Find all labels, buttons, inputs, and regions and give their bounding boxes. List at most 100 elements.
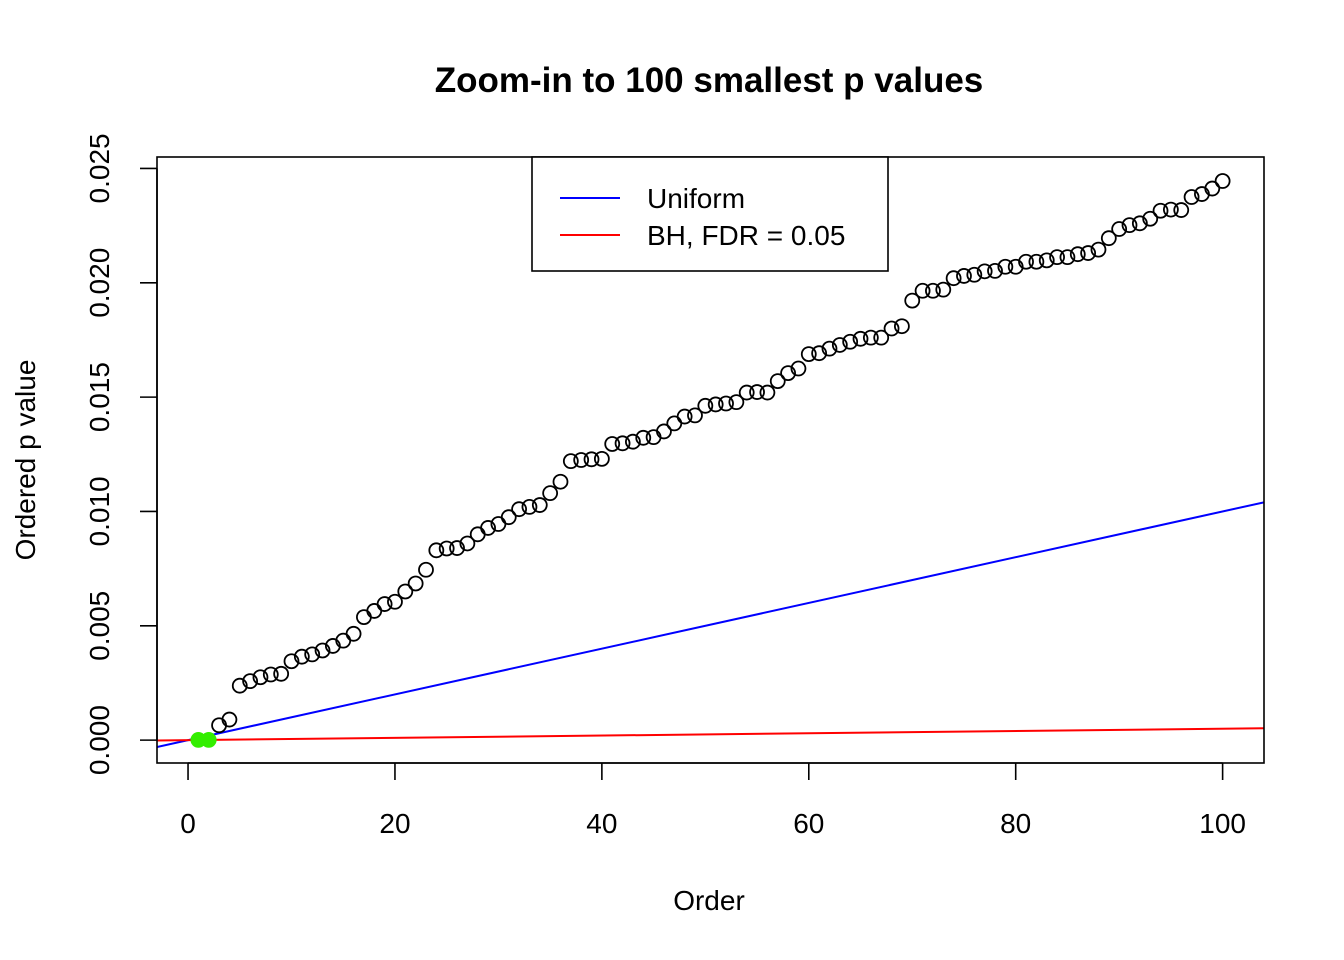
y-tick-label: 0.010 [84,476,115,546]
data-point [718,395,734,412]
y-tick-label: 0.005 [84,591,115,661]
data-point [345,625,362,642]
data-point [252,669,269,686]
data-point [293,648,310,665]
data-point [1111,221,1128,237]
data-point [914,282,931,299]
data-point [521,498,538,515]
data-point [893,318,910,335]
x-tick-label: 0 [180,808,196,839]
data-point [1152,202,1169,219]
data-point [1090,241,1107,258]
data-point [542,485,559,502]
data-point [283,653,300,670]
legend: Uniform BH, FDR = 0.05 [531,156,889,272]
data-point [407,575,424,592]
data-point [935,281,952,298]
data-point [1183,189,1200,205]
data-point [428,542,445,559]
data-point [976,263,993,280]
data-point [925,282,941,299]
data-point [1162,201,1179,218]
data-point [904,292,921,309]
data-point [1038,252,1055,269]
data-point [583,451,600,468]
data-point [656,423,672,440]
data-point [356,609,372,626]
data-point [790,360,807,377]
data-point [987,262,1003,279]
data-point [625,433,641,450]
data-point [707,396,724,413]
data-point [842,333,859,350]
data-point [780,365,796,382]
data-point [697,397,714,414]
data-point [221,711,238,728]
data-point [769,373,786,390]
data-point [1131,215,1148,232]
data-point [262,666,279,683]
data-point [397,583,414,600]
legend-box [531,156,889,272]
significant-point [200,732,217,748]
data-point [821,340,838,357]
data-point [945,270,962,287]
data-point [1069,246,1086,263]
data-point [1214,173,1231,189]
data-point [811,345,828,362]
data-point [366,603,383,619]
data-point [800,346,817,363]
data-point [676,408,693,425]
data-point [635,429,652,446]
y-tick-label: 0.025 [84,133,115,203]
data-point [883,320,900,337]
data-point [314,642,331,659]
legend-label-uniform: Uniform [647,183,745,214]
data-point [1204,180,1221,197]
data-point [873,329,890,346]
data-point [1018,253,1034,270]
data-point [728,394,745,411]
data-point [966,266,983,283]
data-point [997,258,1014,275]
x-tick-label: 80 [1000,808,1031,839]
data-point [852,330,869,347]
x-tick-label: 100 [1199,808,1246,839]
data-point [759,384,776,401]
data-point [1121,217,1138,234]
data-point [438,540,455,557]
x-tick-label: 20 [379,808,410,839]
data-point [418,561,434,578]
data-point [1059,249,1076,266]
data-point [687,407,703,424]
data-point [552,473,569,490]
data-point [304,646,321,663]
data-point [1007,258,1024,275]
data-point [749,384,765,400]
data-point [862,329,879,346]
chart-title: Zoom-in to 100 smallest p values [435,61,984,100]
data-point [449,540,465,556]
data-point [562,453,579,470]
reference-line-bh [157,727,1264,742]
data-point [500,509,517,526]
data-point [376,596,393,612]
data-point [573,452,590,468]
y-tick-label: 0.000 [84,705,115,775]
y-tick-label: 0.020 [84,248,115,318]
data-point [1142,210,1159,227]
data-point [1080,245,1097,261]
data-point [1049,249,1065,266]
data-point [666,415,683,432]
x-tick-label: 40 [586,808,617,839]
data-point [956,268,972,284]
data-point [738,384,755,401]
data-point [614,435,631,452]
data-point [1173,202,1190,218]
x-axis-label: Order [673,885,745,916]
data-point [469,526,486,543]
data-point [531,497,548,513]
data-point [231,677,248,694]
reference-line-uniform [157,501,1264,748]
